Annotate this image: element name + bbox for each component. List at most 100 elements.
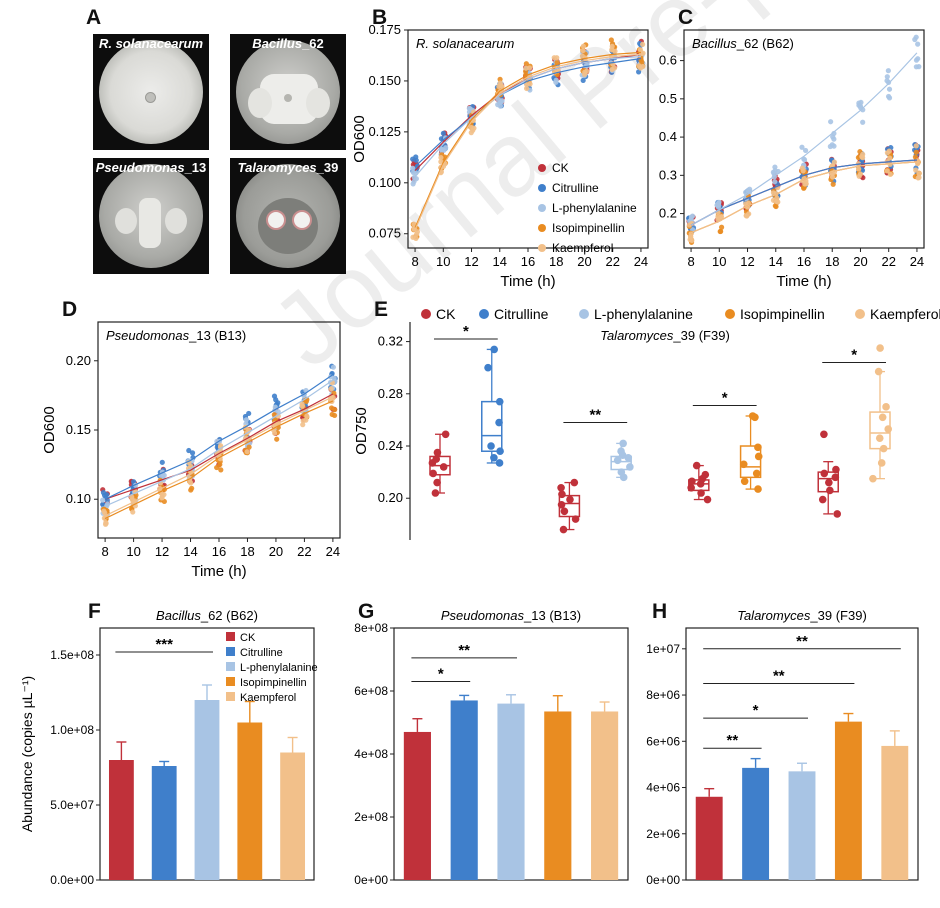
data-point — [799, 144, 805, 150]
legend-marker — [538, 204, 546, 212]
data-point — [130, 509, 136, 515]
box-point — [571, 515, 580, 523]
data-point — [580, 47, 586, 54]
y-tick-label: 0e+00 — [354, 873, 388, 887]
title-rest: _13 (B13) — [523, 608, 581, 623]
data-point — [885, 68, 891, 74]
panel-letter-f: F — [88, 600, 101, 623]
box-point — [877, 459, 886, 467]
series-line — [104, 393, 334, 500]
data-point — [856, 173, 862, 179]
y-tick-label: 0.125 — [368, 124, 401, 139]
title-italic: R. solanacearum — [416, 36, 514, 51]
data-point — [273, 397, 279, 403]
series-line — [104, 396, 334, 517]
data-point — [467, 106, 473, 112]
title-rest: _39 (F39) — [672, 328, 729, 343]
panel-letter-g: G — [358, 600, 375, 623]
significance-label: * — [438, 666, 444, 683]
data-point — [886, 86, 893, 92]
bar — [237, 722, 263, 880]
x-tick-label: 20 — [269, 544, 283, 559]
x-axis-label: Time (h) — [776, 273, 831, 290]
y-tick-label: 1e+07 — [646, 642, 680, 656]
x-tick-label: 8 — [411, 254, 418, 269]
significance-label: ** — [796, 633, 808, 650]
y-tick-label: 0.4 — [659, 129, 677, 144]
legend-marker — [538, 164, 546, 172]
chart-title: Pseudomonas_13 (B13) — [106, 328, 246, 343]
data-point — [609, 43, 615, 49]
y-tick-label: 0.20 — [66, 353, 91, 368]
box-point — [878, 413, 887, 422]
x-tick-label: 24 — [910, 254, 924, 269]
legend-label: Isopimpinellin — [740, 306, 825, 322]
data-point — [580, 43, 587, 49]
y-tick-label: 0.32 — [378, 334, 403, 349]
legend-label: CK — [436, 306, 456, 322]
data-point — [637, 65, 644, 71]
photo-label: Pseudomonas_13 — [95, 160, 207, 175]
bar — [834, 721, 862, 880]
data-point — [772, 179, 778, 185]
box-point — [879, 444, 888, 453]
title-italic: Talaromyces — [600, 328, 674, 343]
data-point — [916, 174, 922, 181]
y-tick-label: 0.150 — [368, 73, 401, 88]
data-point — [554, 55, 560, 61]
title-rest: _62 (B62) — [200, 608, 258, 623]
significance-label: ** — [727, 732, 739, 749]
data-point — [801, 185, 807, 191]
data-point — [609, 66, 615, 72]
data-point — [803, 147, 809, 154]
data-point — [299, 401, 305, 407]
data-point — [915, 158, 921, 164]
data-point — [913, 149, 919, 155]
data-point — [831, 130, 837, 137]
title-italic: Bacillus — [156, 608, 201, 623]
x-tick-label: 12 — [155, 544, 169, 559]
chart-g: 0e+002e+084e+086e+088e+08***Pseudomonas_… — [354, 608, 629, 887]
legend-marker — [226, 677, 235, 686]
y-axis-label: OD600 — [351, 115, 368, 163]
x-tick-label: 18 — [825, 254, 839, 269]
y-axis-label: Abundance (copies µL⁻¹) — [19, 676, 35, 832]
box-point — [884, 425, 893, 433]
data-point — [915, 41, 921, 47]
box-body — [739, 445, 762, 479]
box-point — [495, 418, 503, 427]
box-point — [882, 403, 890, 411]
box-point — [432, 455, 441, 463]
data-point — [716, 199, 722, 205]
title-italic: Bacillus — [692, 36, 737, 51]
box-point — [570, 478, 579, 487]
chart-title: Pseudomonas_13 (B13) — [441, 608, 581, 623]
significance-label: *** — [155, 636, 173, 653]
bar — [788, 771, 816, 880]
box-point — [833, 510, 842, 518]
y-tick-label: 0.10 — [66, 491, 91, 506]
data-point — [886, 95, 893, 101]
box-point — [617, 468, 626, 476]
box-point — [557, 483, 565, 492]
series-line — [104, 379, 334, 507]
x-tick-label: 18 — [240, 544, 254, 559]
data-point — [887, 171, 893, 177]
box-point — [818, 495, 827, 504]
chart-title: Talaromyces_39 (F39) — [600, 328, 730, 343]
data-point — [913, 57, 920, 63]
data-point — [830, 181, 836, 187]
box-point — [740, 477, 749, 486]
y-tick-label: 0e+00 — [646, 873, 680, 887]
box-point — [490, 345, 498, 354]
title-rest: _39 (F39) — [809, 608, 866, 623]
box-point — [875, 434, 884, 442]
data-point — [331, 412, 338, 419]
legend-label: Citrulline — [240, 647, 283, 659]
data-point — [523, 65, 529, 71]
data-point — [523, 72, 529, 78]
box-point — [557, 500, 566, 509]
data-point — [523, 85, 530, 92]
box-point — [825, 478, 833, 487]
